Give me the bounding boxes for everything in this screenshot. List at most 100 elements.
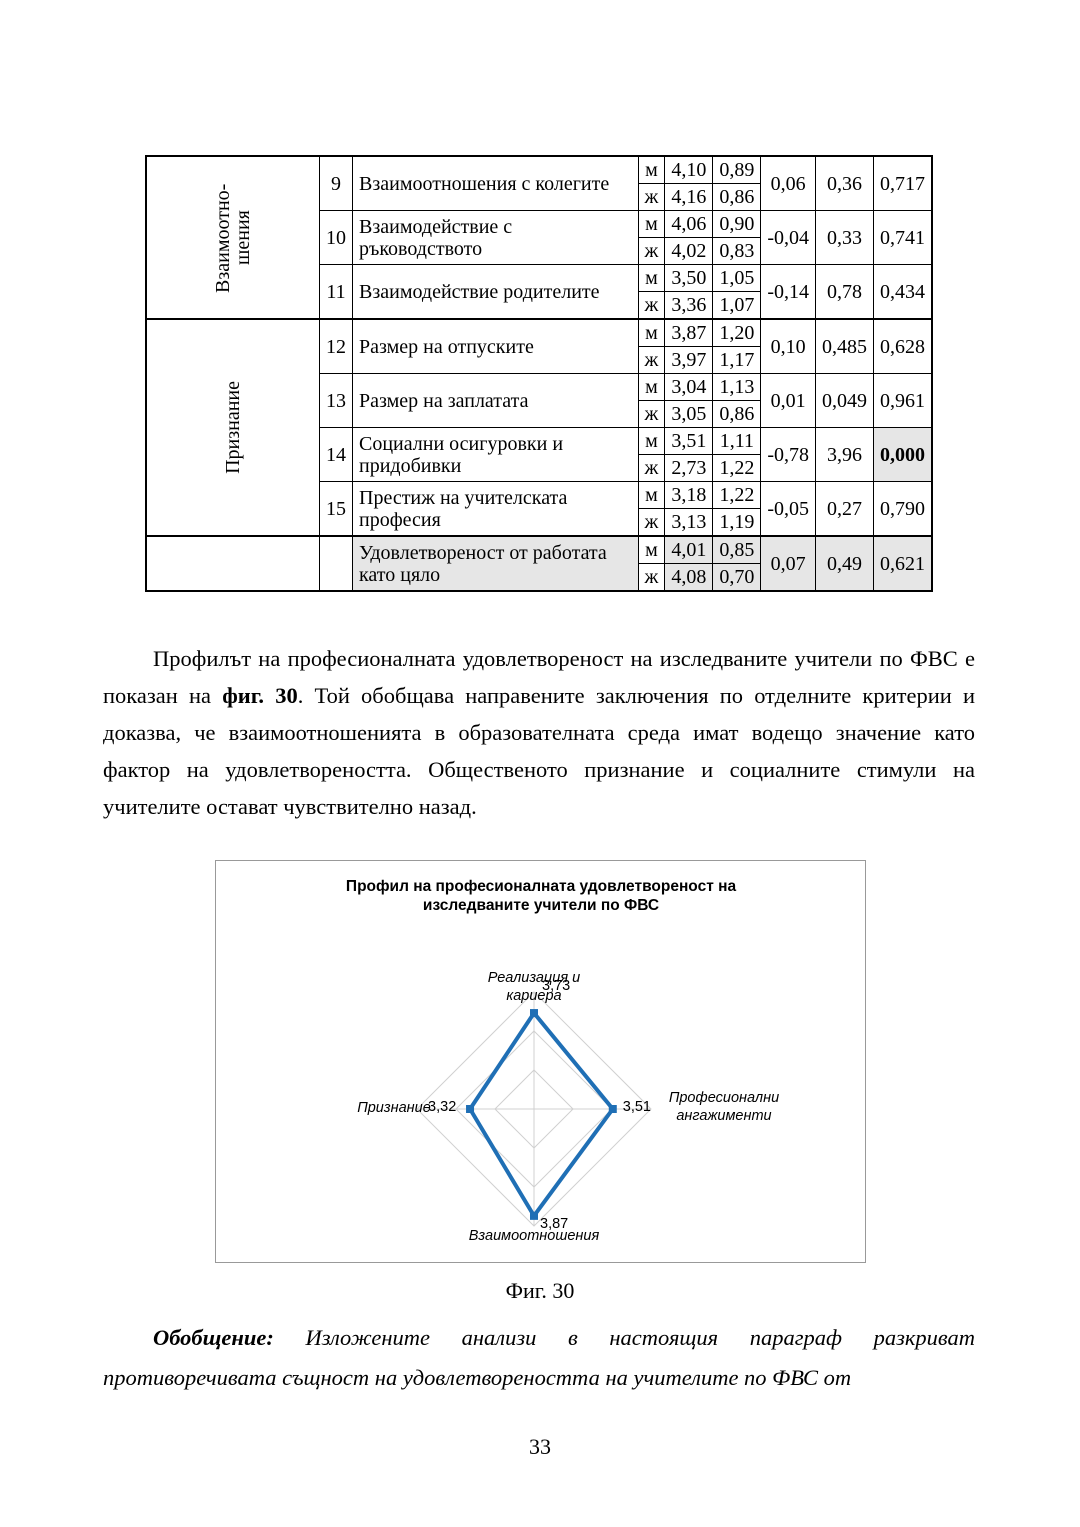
p-value: 0,628: [873, 318, 933, 374]
value-label: 3,87: [540, 1215, 569, 1232]
sd: 0,86: [712, 183, 762, 211]
row-name: Взаимодействие родителите: [352, 264, 639, 320]
figure-ref: фиг. 30: [222, 683, 298, 708]
row-name: Размер на заплатата: [352, 373, 639, 428]
mean: 4,08: [664, 563, 714, 592]
row-number: 10: [319, 210, 353, 265]
difference: -0,78: [760, 427, 816, 482]
row-name: Престиж на учителската професия: [352, 481, 639, 537]
group-cell: [145, 535, 320, 592]
sex-label: м: [637, 318, 666, 347]
radar-marker: [466, 1105, 475, 1113]
radar-marker: [530, 1211, 538, 1220]
sd: 1,05: [712, 264, 762, 292]
table-row: ж 3,36 1,07: [146, 291, 932, 320]
row-name: Взаимодействие с ръководството: [352, 210, 639, 265]
table-row: 13 Размер на заплатата м 3,04 1,13 0,01 0,049 0…: [146, 373, 933, 428]
row-name: Социални осигуровки и придобивки: [352, 427, 639, 482]
table-row: ж 4,08 0,70: [146, 563, 932, 592]
mean: 4,16: [664, 183, 714, 211]
p-value: 0,000: [873, 427, 933, 482]
sex-label: ж: [637, 400, 666, 428]
difference: 0,10: [760, 318, 816, 374]
difference: -0,14: [760, 264, 816, 320]
sd: 0,83: [712, 237, 762, 265]
t-value: 0,49: [815, 535, 874, 592]
mean: 3,05: [664, 400, 714, 428]
data-table: Взаимоотно-шения 9 Взаимоотношения с колег…: [145, 155, 933, 592]
difference: 0,06: [760, 155, 816, 211]
radar-line: [468, 1011, 615, 1218]
table-row: ж 3,13 1,19: [146, 508, 932, 537]
summary: Обобщение: Изложените анализи в настоящи…: [103, 1318, 975, 1398]
mean: 3,51: [664, 427, 714, 455]
category-label: Признание: [357, 1100, 431, 1116]
sex-label: м: [637, 210, 666, 238]
difference: 0,01: [760, 373, 816, 428]
row-number: 11: [319, 264, 353, 320]
sex-label: ж: [637, 346, 666, 374]
table-row: 14 Социални осигуровки и придобивки м 3,51 1…: [146, 427, 933, 482]
value-label: 3,32: [428, 1099, 457, 1115]
group-label: Взаимоотно-шения: [212, 182, 254, 293]
sex-label: ж: [637, 563, 666, 592]
sex-label: м: [637, 155, 666, 184]
sex-label: ж: [637, 183, 666, 211]
group-cell: Взаимоотно-шения: [145, 155, 320, 320]
sex-label: ж: [637, 237, 666, 265]
group-cell: Признание: [145, 318, 320, 537]
sd: 0,85: [712, 535, 762, 564]
sex-label: ж: [637, 508, 666, 537]
table-row: ж 4,16 0,86: [146, 183, 932, 211]
sd: 0,70: [712, 563, 762, 592]
sex-label: м: [637, 535, 666, 564]
caption: Фиг. 30: [505, 1278, 575, 1303]
sd: 1,11: [712, 427, 762, 455]
table-row: 11 Взаимодействие родителите м 3,50 1,05 -0,1…: [146, 264, 933, 320]
radar-marker: [608, 1105, 617, 1113]
text: Профилът на професионалната удовлетворен…: [103, 646, 975, 708]
row-number: 9: [319, 155, 353, 211]
mean: 2,73: [664, 454, 714, 482]
category-label: Реализация и кариера: [487, 970, 581, 1004]
t-value: 0,36: [815, 155, 874, 211]
p-value: 0,790: [873, 481, 933, 537]
mean: 4,02: [664, 237, 714, 265]
radar: [416, 991, 652, 1227]
row-number: [319, 535, 353, 592]
radar-marker: [530, 1009, 538, 1018]
sd: 1,22: [712, 481, 762, 509]
table-row: Удовлетвореност от работата като цяло м 4,…: [145, 535, 933, 592]
sd: 0,89: [712, 155, 762, 184]
chart-title: Профил на професионалната удовлетворенос…: [345, 878, 737, 914]
sex-label: ж: [637, 454, 666, 482]
row-number: 12: [319, 318, 353, 374]
group-label: Признание: [222, 381, 244, 474]
category-label: Взаимоотношения: [468, 1228, 600, 1244]
row-number: 14: [319, 427, 353, 482]
mean: 3,13: [664, 508, 714, 537]
mean: 3,97: [664, 346, 714, 374]
category-label: Професионални ангажименти: [668, 1090, 780, 1124]
mean: 3,36: [664, 291, 714, 320]
p-value: 0,434: [873, 264, 933, 320]
mean: 4,10: [664, 155, 714, 184]
sex-label: м: [637, 427, 666, 455]
t-value: 0,78: [815, 264, 874, 320]
mean: 3,04: [664, 373, 714, 401]
sd: 1,19: [712, 508, 762, 537]
mean: 3,50: [664, 264, 714, 292]
row-name: Взаимоотношения с колегите: [352, 155, 639, 211]
table-row: Признание 12 Размер на отпуските м 3,87 1,20 0…: [145, 318, 933, 537]
table-row: ж 2,73 1,22: [146, 454, 932, 482]
sd: 0,86: [712, 400, 762, 428]
summary-lead: Обобщение:: [153, 1325, 274, 1350]
mean: 3,87: [664, 318, 714, 347]
sex-label: ж: [637, 291, 666, 320]
p-value: 0,961: [873, 373, 933, 428]
chart: Профил на професионалната удовлетворенос…: [215, 860, 866, 1263]
mean: 4,01: [664, 535, 714, 564]
t-value: 0,27: [815, 481, 874, 537]
p-value: 0,621: [873, 535, 933, 592]
